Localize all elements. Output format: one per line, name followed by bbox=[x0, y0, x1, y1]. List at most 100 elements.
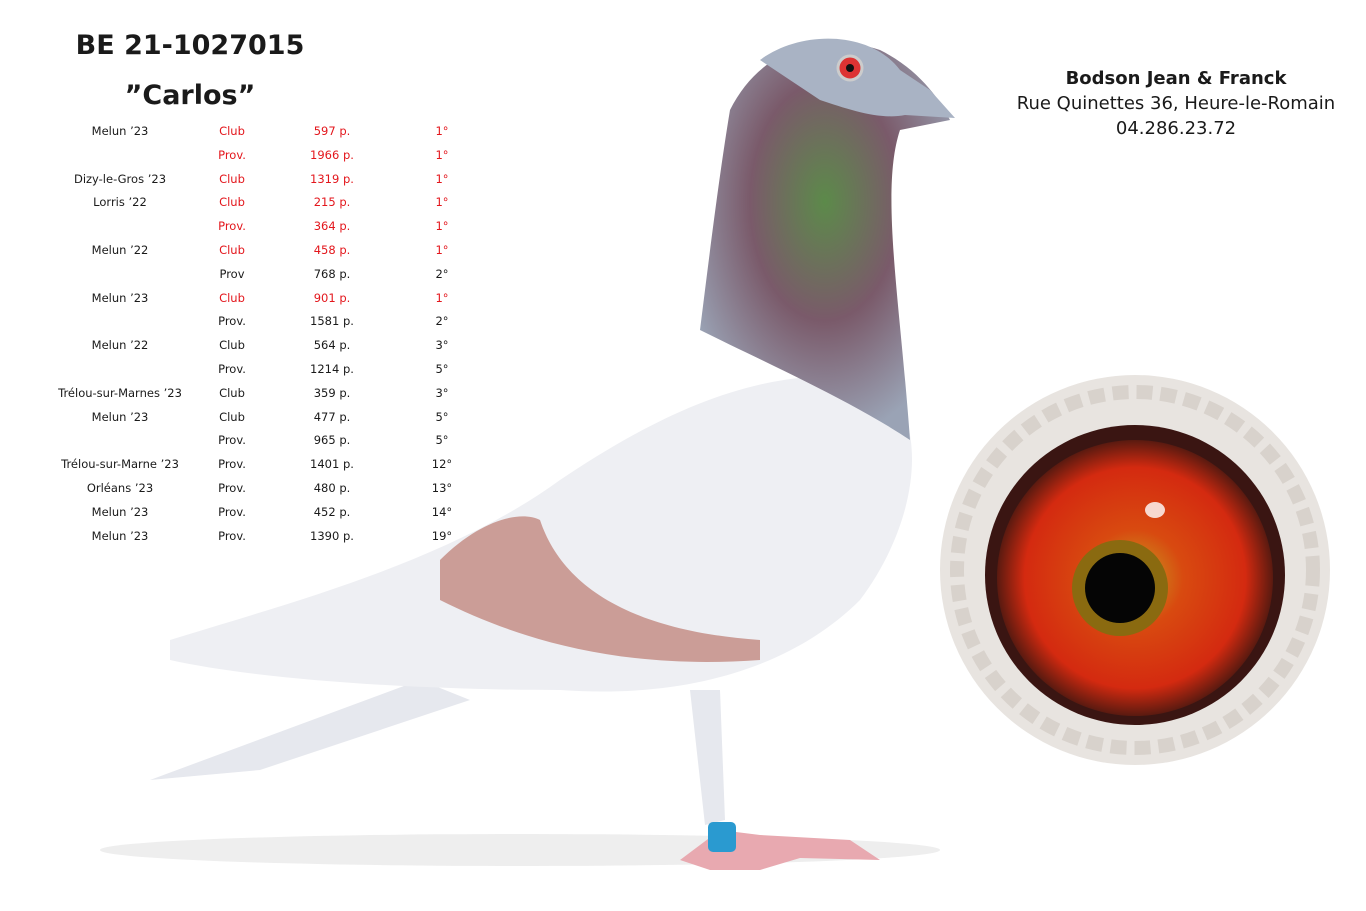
points: 564 p. bbox=[313, 338, 351, 353]
race: Lorris ’22 bbox=[93, 195, 147, 210]
level: Prov bbox=[219, 266, 245, 281]
level: Prov. bbox=[218, 433, 246, 448]
level: Club bbox=[219, 124, 245, 138]
leg bbox=[690, 690, 725, 825]
eye-pupil bbox=[1085, 553, 1155, 623]
race: Melun ’23 bbox=[91, 504, 149, 519]
result-row: Melun ’23 Prov. 452 p. 14° bbox=[40, 501, 500, 525]
result-row: Trélou-sur-Marne ’23 Prov. 1401 p. 12° bbox=[40, 453, 500, 477]
result-row: Orléans ’23 Prov. 480 p. 13° bbox=[40, 477, 500, 501]
race: Melun ’23 bbox=[91, 290, 149, 305]
race: Trélou-sur-Marne ’23 bbox=[61, 457, 179, 472]
race: Melun ’22 bbox=[91, 338, 149, 353]
level: Club bbox=[219, 385, 245, 400]
place: 5° bbox=[435, 361, 449, 376]
race: Melun ’23 bbox=[91, 528, 149, 543]
leg-ring bbox=[708, 822, 736, 852]
owner-address: Rue Quinettes 36, Heure-le-Romain bbox=[1016, 93, 1336, 114]
place: 1° bbox=[435, 242, 449, 257]
points: 1390 p. bbox=[310, 528, 354, 543]
result-row: Prov. 1214 p. 5° bbox=[40, 358, 500, 382]
level: Prov. bbox=[218, 147, 246, 162]
result-row: Melun ’23 Club 901 p. 1° bbox=[40, 287, 500, 311]
points: 1401 p. bbox=[310, 457, 354, 472]
result-row: Prov. 364 p. 1° bbox=[40, 215, 500, 239]
result-row: Lorris ’22 Club 215 p. 1° bbox=[40, 191, 500, 215]
place: 1° bbox=[435, 290, 449, 305]
result-row: Melun ’23 Club 477 p. 5° bbox=[40, 406, 500, 430]
level: Prov. bbox=[218, 361, 246, 376]
result-row: Melun ’22 Club 564 p. 3° bbox=[40, 334, 500, 358]
points: 359 p. bbox=[313, 385, 351, 400]
place: 3° bbox=[435, 385, 449, 400]
place: 19° bbox=[431, 528, 453, 543]
points: 458 p. bbox=[313, 242, 351, 257]
pupil bbox=[846, 64, 854, 72]
level: Prov. bbox=[218, 528, 246, 543]
level: Prov. bbox=[218, 314, 246, 329]
race: Melun ’23 bbox=[91, 409, 149, 424]
points: 1319 p. bbox=[310, 171, 354, 186]
wing-bar bbox=[440, 516, 760, 662]
race: Trélou-sur-Marnes ’23 bbox=[58, 385, 182, 400]
place: 12° bbox=[431, 457, 453, 472]
level: Club bbox=[219, 290, 245, 305]
points: 364 p. bbox=[313, 219, 351, 234]
result-row: Trélou-sur-Marnes ’23 Club 359 p. 3° bbox=[40, 382, 500, 406]
level: Club bbox=[219, 195, 245, 210]
level: Club bbox=[219, 242, 245, 257]
owner: Bodson Jean & Franck Rue Quinettes 36, H… bbox=[1000, 66, 1352, 141]
level: Prov. bbox=[218, 480, 246, 495]
points: 1966 p. bbox=[310, 147, 354, 162]
result-row: Dizy-le-Gros ’23 Club 1319 p. 1° bbox=[40, 168, 500, 192]
result-row: Prov. 1966 p. 1° bbox=[40, 144, 500, 168]
highlight bbox=[1145, 502, 1165, 518]
result-row: Melun ’23 Club 597 p. 1° bbox=[40, 120, 500, 144]
points: 477 p. bbox=[313, 409, 351, 424]
level: Prov. bbox=[218, 504, 246, 519]
place: 1° bbox=[435, 147, 449, 162]
points: 480 p. bbox=[313, 480, 351, 495]
pigeon-name: ”Carlos” bbox=[124, 80, 256, 111]
race: Dizy-le-Gros ’23 bbox=[73, 171, 167, 186]
level: Prov. bbox=[218, 457, 246, 472]
result-row: Prov 768 p. 2° bbox=[40, 263, 500, 287]
level: Club bbox=[219, 409, 245, 424]
place: 1° bbox=[435, 171, 449, 186]
result-row: Prov. 965 p. 5° bbox=[40, 429, 500, 453]
race: Melun ’23 bbox=[91, 124, 149, 138]
tail bbox=[150, 680, 470, 780]
result-row: Prov. 1581 p. 2° bbox=[40, 310, 500, 334]
race: Orléans ’23 bbox=[86, 480, 154, 495]
level: Prov. bbox=[218, 219, 246, 234]
points: 965 p. bbox=[313, 433, 351, 448]
place: 5° bbox=[435, 409, 449, 424]
place: 13° bbox=[431, 480, 453, 495]
owner-phone: 04.286.23.72 bbox=[1115, 118, 1237, 139]
place: 1° bbox=[435, 195, 449, 210]
ring-number: BE 21-1027015 bbox=[75, 30, 305, 61]
place: 3° bbox=[435, 338, 449, 353]
eye-cere-texture bbox=[950, 385, 1320, 755]
place: 2° bbox=[435, 266, 449, 281]
place: 5° bbox=[435, 433, 449, 448]
neck bbox=[700, 42, 950, 440]
points: 452 p. bbox=[313, 504, 351, 519]
place: 14° bbox=[431, 504, 453, 519]
result-row: Melun ’23 Prov. 1390 p. 19° bbox=[40, 525, 500, 549]
points: 1581 p. bbox=[310, 314, 354, 329]
owner-name: Bodson Jean & Franck bbox=[1065, 68, 1287, 89]
result-row: Melun ’22 Club 458 p. 1° bbox=[40, 239, 500, 263]
points: 1214 p. bbox=[310, 361, 354, 376]
place: 1° bbox=[435, 219, 449, 234]
level: Club bbox=[219, 171, 245, 186]
points: 597 p. bbox=[313, 124, 351, 138]
race: Melun ’22 bbox=[91, 242, 149, 257]
points: 768 p. bbox=[313, 266, 351, 281]
place: 2° bbox=[435, 314, 449, 329]
level: Club bbox=[219, 338, 245, 353]
results-table: Melun ’23 Club 597 p. 1° Prov. 1966 p. 1° Dizy-… bbox=[40, 120, 500, 548]
points: 901 p. bbox=[313, 290, 351, 305]
